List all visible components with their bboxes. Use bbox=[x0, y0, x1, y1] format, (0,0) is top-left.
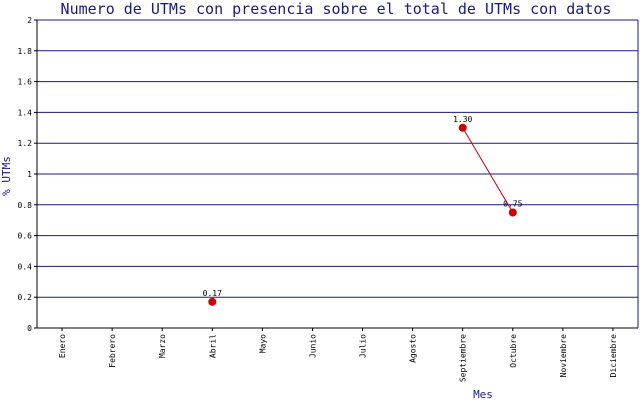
x-axis-ticks: Enero Febrero Marzo Abril Mayo Junio Julio Agos… bbox=[58, 328, 618, 382]
y-tick-label: 1 bbox=[27, 170, 32, 179]
y-tick-label: 1.2 bbox=[18, 139, 33, 148]
y-tick-label: 0.6 bbox=[18, 232, 33, 241]
y-tick-label: 2 bbox=[27, 16, 32, 25]
y-tick-label: 0 bbox=[27, 324, 32, 333]
plot-area: 0 0.2 0.4 0.6 0.8 1 1.2 1.4 1.6 1.8 2 Enero Febrero… bbox=[18, 16, 639, 382]
grid-lines bbox=[37, 19, 638, 329]
data-label: 0.17 bbox=[203, 289, 222, 298]
y-tick-label: 0.8 bbox=[18, 201, 33, 210]
data-labels: 0.17 1.30 0.75 bbox=[203, 115, 523, 298]
x-tick-label: Abril bbox=[208, 334, 217, 358]
x-tick-label: Agosto bbox=[409, 334, 418, 363]
x-tick-label: Mayo bbox=[258, 334, 267, 353]
data-point bbox=[458, 123, 467, 132]
data-label: 0.75 bbox=[503, 200, 522, 209]
y-axis-label: % UTMs bbox=[0, 156, 13, 196]
y-tick-label: 0.2 bbox=[18, 293, 33, 302]
series-points bbox=[208, 123, 517, 306]
x-tick-label: Marzo bbox=[158, 334, 167, 358]
data-point bbox=[508, 208, 517, 217]
x-tick-label: Noviembre bbox=[559, 334, 568, 378]
y-tick-label: 0.4 bbox=[18, 262, 33, 271]
chart-title: Numero de UTMs con presencia sobre el to… bbox=[61, 0, 612, 18]
x-tick-label: Diciembre bbox=[609, 334, 618, 378]
data-label: 1.30 bbox=[453, 115, 472, 124]
y-tick-label: 1.6 bbox=[18, 78, 33, 87]
x-tick-label: Junio bbox=[308, 334, 317, 358]
x-tick-label: Julio bbox=[359, 334, 368, 358]
y-axis-ticks: 0 0.2 0.4 0.6 0.8 1 1.2 1.4 1.6 1.8 2 bbox=[18, 16, 37, 333]
y-tick-label: 1.4 bbox=[18, 108, 33, 117]
series-lines bbox=[462, 127, 514, 213]
y-tick-label: 1.8 bbox=[18, 47, 33, 56]
x-tick-label: Octubre bbox=[509, 334, 518, 368]
data-point bbox=[208, 297, 217, 306]
series-line-segment bbox=[462, 127, 514, 213]
x-tick-label: Febrero bbox=[108, 334, 117, 368]
x-tick-label: Septiembre bbox=[459, 334, 468, 382]
x-axis-label: Mes bbox=[473, 388, 493, 400]
x-tick-label: Enero bbox=[58, 334, 67, 358]
